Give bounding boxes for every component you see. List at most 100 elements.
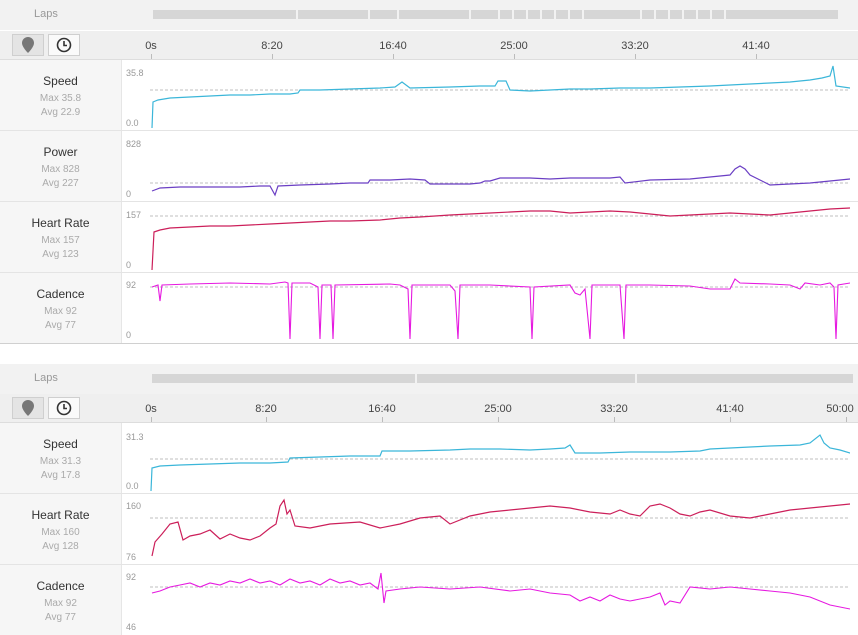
axis-min: 0 xyxy=(126,260,132,270)
cadence-chart[interactable] xyxy=(150,565,850,635)
time-label: 50:00 xyxy=(826,403,854,415)
heart-rate-label-cell: Heart Rate Max 157 Avg 123 xyxy=(0,202,122,272)
row-max: Max 160 xyxy=(41,527,80,538)
time-view-button[interactable] xyxy=(48,34,80,56)
row-max: Max 157 xyxy=(41,235,80,246)
row-title: Cadence xyxy=(36,287,85,301)
lap-segment[interactable] xyxy=(637,374,853,383)
lap-segment[interactable] xyxy=(500,10,512,19)
row-max: Max 35.8 xyxy=(39,93,82,104)
cadence-chart[interactable] xyxy=(150,273,850,343)
map-view-button[interactable] xyxy=(12,397,44,419)
cadence-series xyxy=(151,572,850,610)
time-tick xyxy=(846,417,847,422)
lap-segment[interactable] xyxy=(712,10,724,19)
axis-max: 828 xyxy=(126,139,142,149)
axis-max: 31.3 xyxy=(126,432,144,442)
clock-icon xyxy=(56,400,72,416)
lap-segment[interactable] xyxy=(471,10,498,19)
time-label: 0s xyxy=(145,403,157,415)
speed-chart[interactable] xyxy=(150,60,850,130)
axis-min: 0 xyxy=(126,330,132,340)
laps-row: Laps xyxy=(0,364,858,394)
heart-rate-label-cell: Heart Rate Max 160 Avg 128 xyxy=(0,494,122,564)
lap-segment[interactable] xyxy=(684,10,696,19)
lap-segment[interactable] xyxy=(370,10,397,19)
row-avg: Avg 123 xyxy=(42,249,79,260)
lap-segment[interactable] xyxy=(584,10,640,19)
axis-max: 35.8 xyxy=(126,68,144,78)
heart-rate-series xyxy=(151,498,850,557)
lap-segment[interactable] xyxy=(670,10,682,19)
laps-bar[interactable] xyxy=(152,374,853,383)
map-view-button[interactable] xyxy=(12,34,44,56)
lap-segment[interactable] xyxy=(528,10,540,19)
lap-segment[interactable] xyxy=(153,10,296,19)
cadence-row: Cadence Max 92 Avg 77 92 0 xyxy=(0,273,858,344)
lap-segment[interactable] xyxy=(698,10,710,19)
laps-bar[interactable] xyxy=(153,10,838,19)
time-label: 33:20 xyxy=(600,403,628,415)
heart-rate-chart[interactable] xyxy=(150,202,850,272)
row-avg: Avg 77 xyxy=(45,612,76,623)
speed-series xyxy=(151,65,850,129)
lap-segment[interactable] xyxy=(570,10,582,19)
cadence-label-cell: Cadence Max 92 Avg 77 xyxy=(0,273,122,343)
lap-segment[interactable] xyxy=(514,10,526,19)
time-label: 8:20 xyxy=(261,40,283,52)
row-avg: Avg 227 xyxy=(42,178,79,189)
row-title: Speed xyxy=(43,74,78,88)
row-max: Max 31.3 xyxy=(39,456,82,467)
time-tick xyxy=(756,54,757,59)
row-title: Speed xyxy=(43,437,78,451)
row-title: Heart Rate xyxy=(31,508,90,522)
row-max: Max 92 xyxy=(44,306,77,317)
cadence-label-cell: Cadence Max 92 Avg 77 xyxy=(0,565,122,635)
speed-chart[interactable] xyxy=(150,423,850,493)
heart-rate-row: Heart Rate Max 160 Avg 128 160 76 xyxy=(0,494,858,565)
axis-max: 157 xyxy=(126,210,142,220)
time-view-button[interactable] xyxy=(48,397,80,419)
time-tick xyxy=(382,417,383,422)
lap-segment[interactable] xyxy=(298,10,368,19)
map-pin-icon xyxy=(22,37,34,53)
time-tick xyxy=(151,54,152,59)
time-label: 25:00 xyxy=(500,40,528,52)
lap-segment[interactable] xyxy=(417,374,635,383)
speed-label-cell: Speed Max 35.8 Avg 22.9 xyxy=(0,60,122,130)
lap-segment[interactable] xyxy=(656,10,668,19)
row-avg: Avg 77 xyxy=(45,320,76,331)
speed-label-cell: Speed Max 31.3 Avg 17.8 xyxy=(0,423,122,493)
time-label: 41:40 xyxy=(716,403,744,415)
row-max: Max 92 xyxy=(44,598,77,609)
row-max: Max 828 xyxy=(41,164,80,175)
lap-segment[interactable] xyxy=(726,10,838,19)
heart-rate-chart[interactable] xyxy=(150,494,850,564)
lap-segment[interactable] xyxy=(542,10,554,19)
power-chart[interactable] xyxy=(150,131,850,201)
heart-rate-row: Heart Rate Max 157 Avg 123 157 0 xyxy=(0,202,858,273)
power-series xyxy=(151,165,850,197)
toolbar: 0s 8:20 16:40 25:00 33:20 41:40 xyxy=(0,31,858,60)
time-tick xyxy=(730,417,731,422)
time-label: 33:20 xyxy=(621,40,649,52)
time-label: 8:20 xyxy=(255,403,277,415)
time-tick xyxy=(635,54,636,59)
row-title: Heart Rate xyxy=(31,216,90,230)
time-label: 16:40 xyxy=(368,403,396,415)
axis-min: 0 xyxy=(126,189,132,199)
cadence-series xyxy=(151,278,850,340)
axis-max: 92 xyxy=(126,572,137,582)
speed-series xyxy=(150,434,850,492)
lap-segment[interactable] xyxy=(152,374,415,383)
power-row: Power Max 828 Avg 227 828 0 xyxy=(0,131,858,202)
lap-segment[interactable] xyxy=(642,10,654,19)
axis-min: 46 xyxy=(126,622,137,632)
axis-min: 0.0 xyxy=(126,118,139,128)
lap-segment[interactable] xyxy=(399,10,469,19)
lap-segment[interactable] xyxy=(556,10,568,19)
axis-max: 92 xyxy=(126,280,137,290)
row-avg: Avg 17.8 xyxy=(40,470,81,481)
time-tick xyxy=(151,417,152,422)
axis-max: 160 xyxy=(126,501,142,511)
